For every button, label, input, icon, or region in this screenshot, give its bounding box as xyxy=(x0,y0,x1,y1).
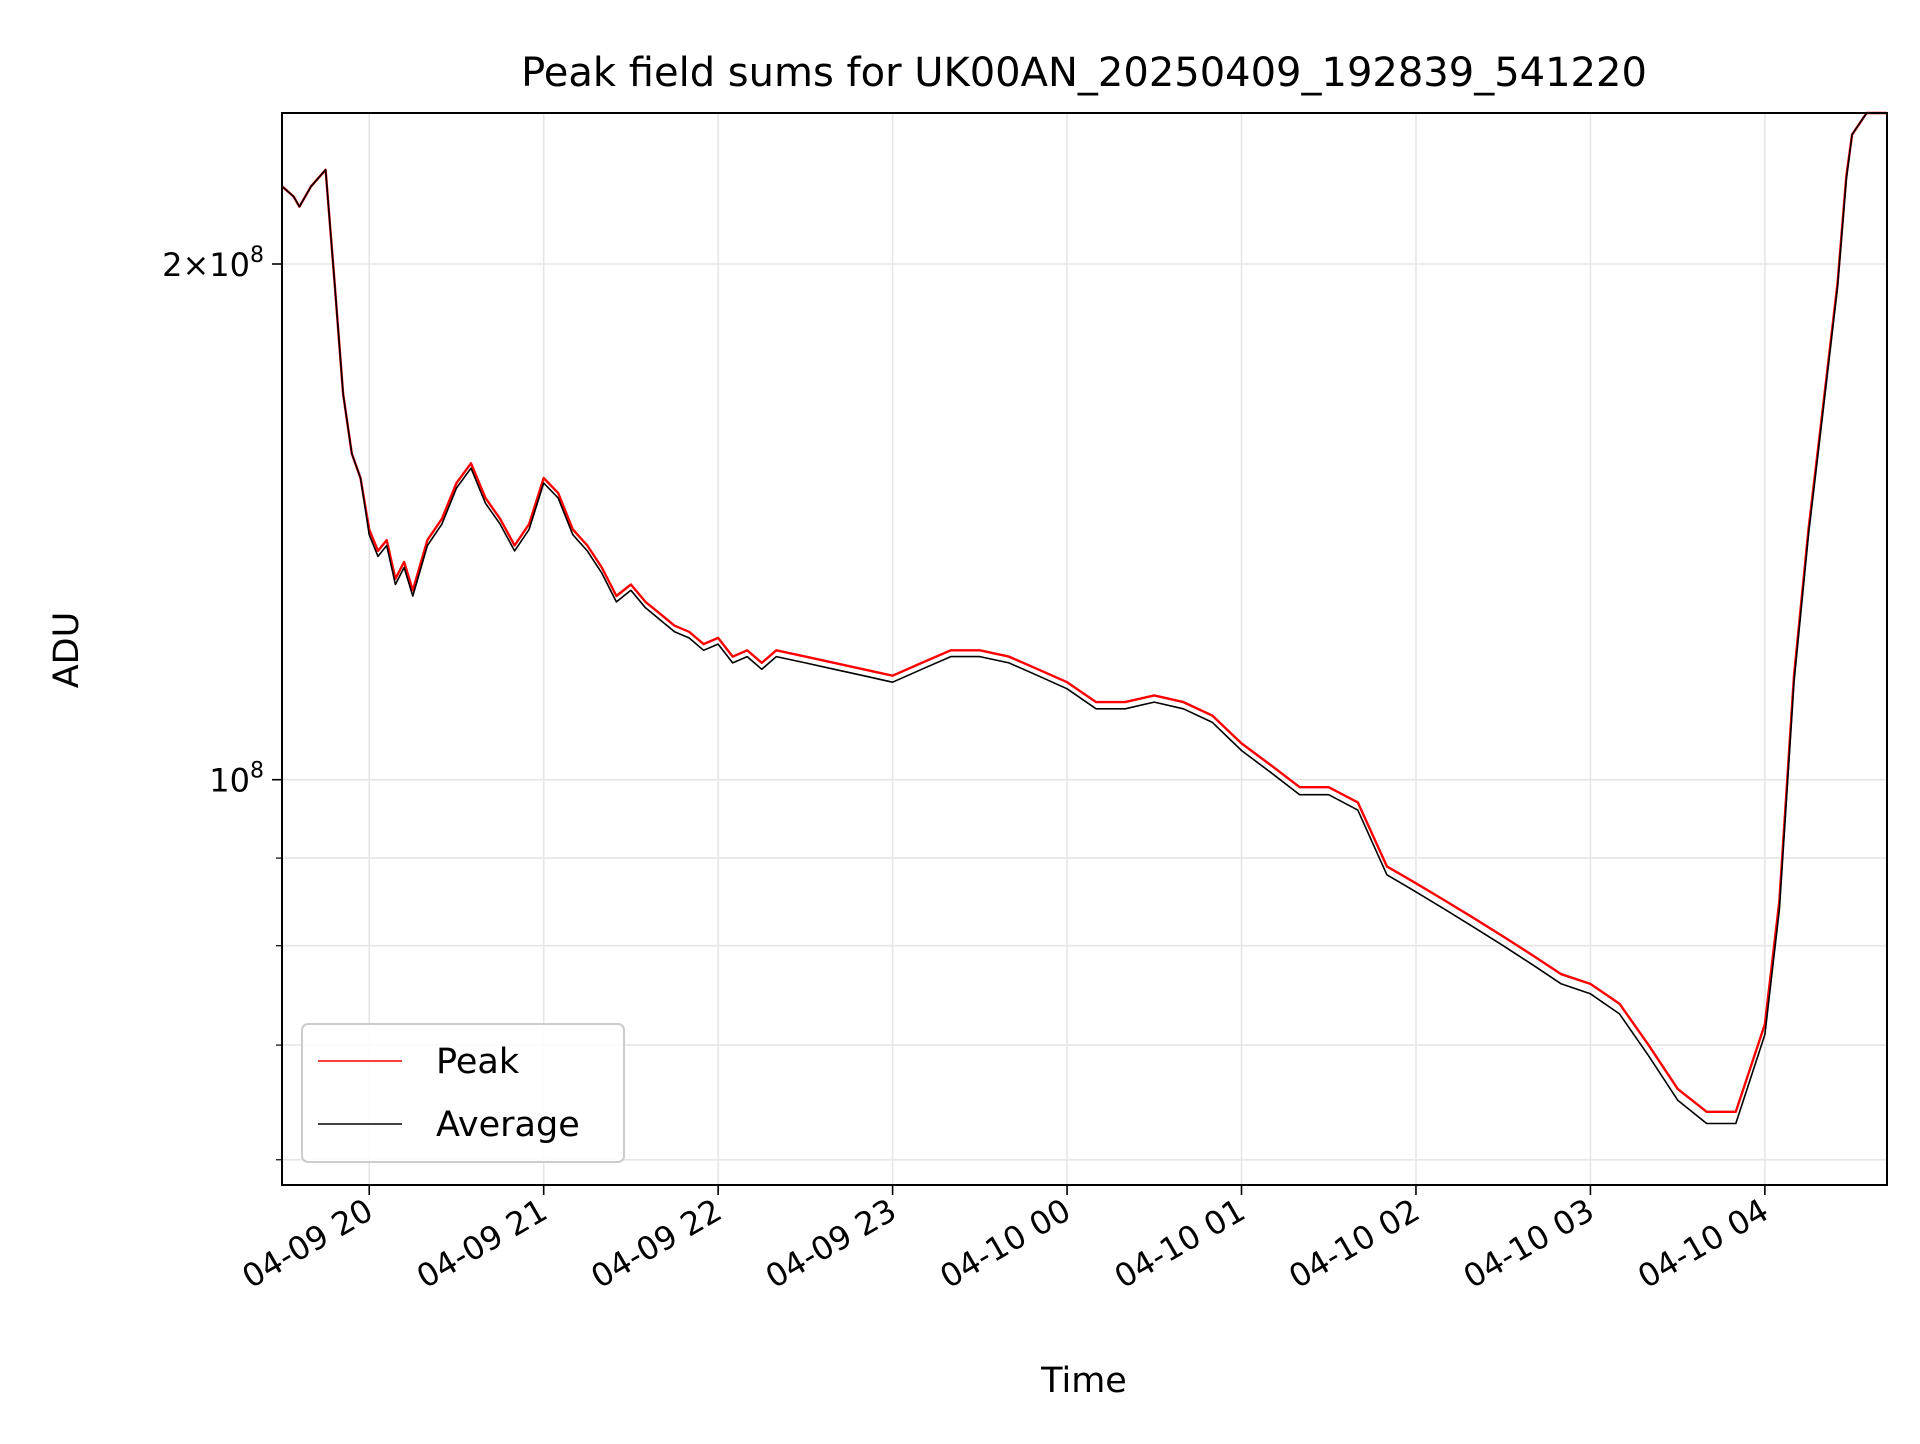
y-tick-label: 108 xyxy=(209,759,264,800)
chart-title: Peak field sums for UK00AN_20250409_1928… xyxy=(521,50,1647,96)
y-axis-ticks: 108 2×108 xyxy=(162,243,282,1161)
legend-box xyxy=(301,1023,625,1163)
y-axis-label: ADU xyxy=(47,612,87,689)
series-line-peak xyxy=(281,111,1887,1114)
legend-label-peak: Peak xyxy=(436,1042,520,1082)
series-lines xyxy=(281,111,1887,1125)
y-tick-label: 2×108 xyxy=(162,243,264,284)
legend: Peak Average xyxy=(301,1023,625,1163)
x-axis-label: Time xyxy=(1040,1361,1127,1401)
legend-label-average: Average xyxy=(436,1105,580,1145)
series-line-average xyxy=(281,112,1887,1125)
plot-frame xyxy=(281,112,1888,1186)
